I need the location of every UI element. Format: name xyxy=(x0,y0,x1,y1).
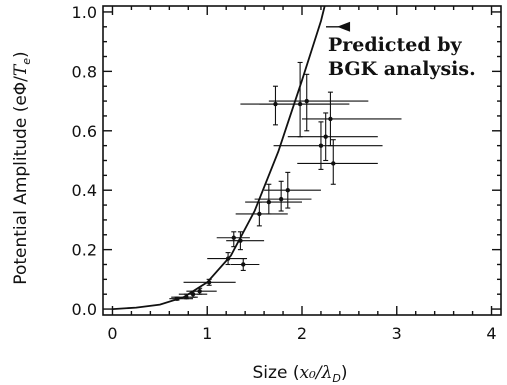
data-point xyxy=(206,280,212,285)
data-point-group xyxy=(207,252,248,266)
data-point xyxy=(190,292,196,297)
x-tick-label: 4 xyxy=(486,324,496,343)
data-point-group xyxy=(268,73,369,132)
data-point-group xyxy=(226,231,265,251)
bgk-prediction-curve xyxy=(112,5,326,310)
data-point-group xyxy=(302,91,402,147)
y-axis-label: Potential Amplitude (eΦ/Te) xyxy=(11,51,33,284)
y-tick-label: 0.8 xyxy=(72,62,97,81)
data-points xyxy=(169,61,402,301)
data-point-group xyxy=(259,61,350,138)
axis-ticks xyxy=(103,6,501,315)
data-point xyxy=(231,235,236,240)
x-axis-label-main: Size ( xyxy=(253,363,300,383)
y-axis-label-sub: e xyxy=(20,58,33,65)
x-axis-label: Size (x₀/λD) xyxy=(253,363,348,385)
data-point xyxy=(331,161,336,166)
data-point-group xyxy=(254,180,312,212)
data-point xyxy=(225,256,231,261)
data-point xyxy=(304,98,309,104)
data-point-group xyxy=(183,278,236,286)
data-point xyxy=(278,196,284,202)
data-point-group xyxy=(235,201,288,227)
y-axis-label-main: Potential Amplitude (eΦ/ xyxy=(11,76,31,285)
annotation: Predicted by BGK analysis. xyxy=(326,21,476,80)
tick-labels: 0 1 2 3 4 0.0 0.2 0.4 0.6 0.8 1.0 xyxy=(72,3,497,343)
data-point-group xyxy=(273,121,383,170)
data-point-group xyxy=(216,231,250,248)
annotation-line-1: Predicted by xyxy=(328,34,463,56)
data-point-group xyxy=(178,290,208,298)
data-point-group xyxy=(264,171,321,209)
data-point-group xyxy=(186,287,217,295)
x-axis-label-sub: D xyxy=(332,372,340,385)
x-tick-label: 2 xyxy=(297,324,307,343)
annotation-line-2: BGK analysis. xyxy=(328,58,476,80)
annotation-arrow-head xyxy=(337,21,351,32)
data-point xyxy=(318,143,324,148)
data-point xyxy=(241,262,246,267)
data-point xyxy=(328,116,333,122)
y-tick-label: 0.2 xyxy=(72,241,97,260)
y-tick-label: 0.6 xyxy=(72,122,97,141)
data-point xyxy=(197,289,202,294)
data-point xyxy=(257,211,262,217)
x-tick-label: 1 xyxy=(202,324,212,343)
y-tick-label: 0.4 xyxy=(72,181,97,200)
data-point xyxy=(297,101,303,107)
data-point-group xyxy=(287,112,378,162)
y-axis-label-close: ) xyxy=(11,51,31,58)
y-tick-label: 0.0 xyxy=(72,300,97,319)
data-point xyxy=(285,188,290,193)
x-axis-label-close: ) xyxy=(341,363,348,383)
y-tick-label: 1.0 xyxy=(72,3,97,22)
data-point-group xyxy=(230,257,260,271)
data-point-group xyxy=(297,139,378,185)
x-tick-label: 0 xyxy=(107,324,117,343)
data-point xyxy=(323,134,328,139)
data-point xyxy=(266,199,272,205)
x-tick-label: 3 xyxy=(392,324,402,343)
data-point xyxy=(184,294,189,300)
data-point xyxy=(238,238,243,243)
y-axis-label-math: T xyxy=(11,63,31,76)
x-axis-label-math: x₀/λ xyxy=(299,363,332,383)
